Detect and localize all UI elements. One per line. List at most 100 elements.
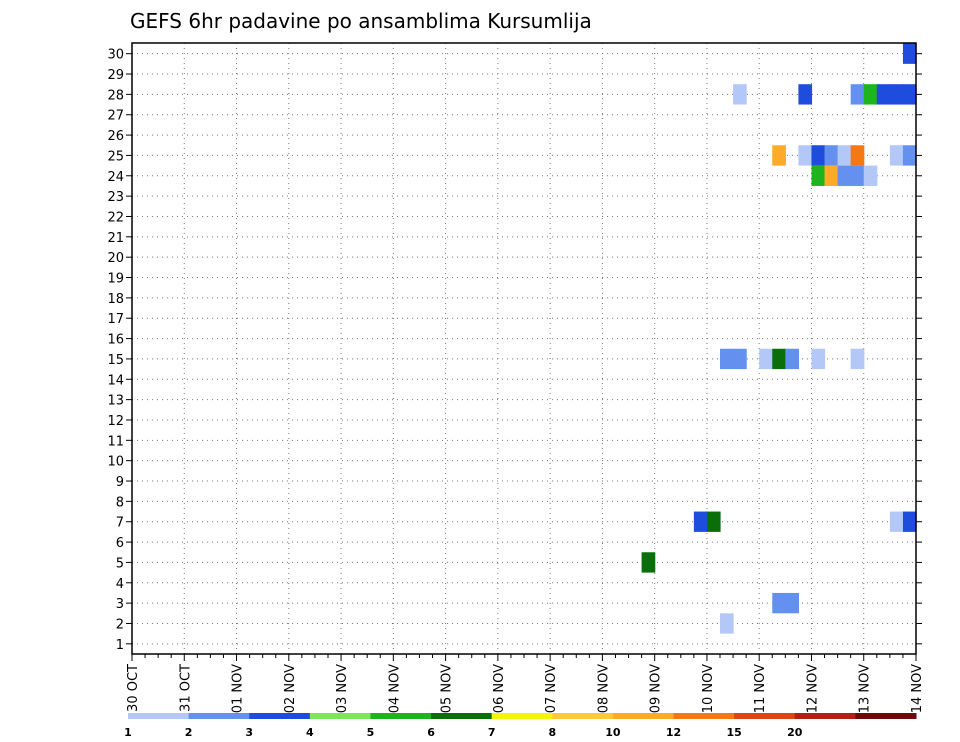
y-tick-label: 20 xyxy=(107,251,124,266)
colorbar-swatch xyxy=(370,713,432,719)
precip-cell xyxy=(720,613,734,634)
precip-cell xyxy=(772,145,786,166)
precip-cell xyxy=(876,84,891,105)
y-tick-label: 28 xyxy=(107,88,124,103)
colorbar-label: 1 xyxy=(124,726,132,739)
y-tick-label: 4 xyxy=(116,577,124,592)
y-tick-label: 8 xyxy=(116,495,124,510)
precip-cell xyxy=(850,165,865,186)
precip-cell xyxy=(798,84,813,105)
y-tick-label: 29 xyxy=(107,68,124,83)
colorbar-swatch xyxy=(431,713,493,719)
colorbar-label: 10 xyxy=(605,726,621,739)
y-tick-label: 1 xyxy=(116,638,124,653)
precip-cell xyxy=(759,348,773,370)
x-tick-label: 06 NOV xyxy=(492,664,507,713)
precip-cell xyxy=(824,165,839,186)
precip-cell xyxy=(902,84,917,105)
y-tick-label: 3 xyxy=(116,597,124,612)
x-tick-label: 30 OCT xyxy=(126,664,141,712)
precip-cell xyxy=(850,145,865,166)
precip-cell xyxy=(641,552,656,573)
precip-cell xyxy=(811,165,826,186)
y-tick-label: 11 xyxy=(107,434,124,449)
precip-cell xyxy=(798,145,813,166)
colorbar-label: 6 xyxy=(427,726,435,739)
x-tick-label: 31 OCT xyxy=(178,664,193,712)
y-tick-label: 24 xyxy=(107,170,124,185)
y-tick-label: 19 xyxy=(107,272,124,287)
precip-cell xyxy=(902,145,917,166)
y-tick-label: 15 xyxy=(107,353,124,368)
x-tick-label: 01 NOV xyxy=(231,664,246,713)
colorbar-label: 7 xyxy=(488,726,496,739)
precip-cell xyxy=(772,592,786,614)
x-tick-label: 07 NOV xyxy=(544,664,559,713)
y-tick-label: 14 xyxy=(107,373,124,388)
precip-cell xyxy=(902,43,917,64)
colorbar-swatch xyxy=(612,713,675,719)
precip-cell xyxy=(733,348,747,370)
y-tick-label: 21 xyxy=(107,231,124,246)
precip-cell xyxy=(720,348,734,370)
precip-cell xyxy=(693,511,708,532)
precip-cell xyxy=(733,84,747,105)
colorbar-label: 8 xyxy=(548,726,556,739)
x-tick-label: 14 NOV xyxy=(910,664,925,713)
colorbar-swatch xyxy=(188,713,250,719)
plot-frame xyxy=(131,42,917,655)
y-axis: 1234567891011121314151617181920212223242… xyxy=(107,48,922,653)
colorbar-swatch xyxy=(855,713,917,719)
colorbar-label: 2 xyxy=(185,726,193,739)
precip-cell xyxy=(785,348,799,370)
y-tick-label: 2 xyxy=(116,617,124,632)
x-tick-label: 02 NOV xyxy=(283,664,298,713)
x-tick-label: 08 NOV xyxy=(596,664,611,713)
x-tick-label: 04 NOV xyxy=(387,664,402,713)
colorbar-label: 12 xyxy=(666,726,681,739)
x-axis: 30 OCT 31 OCT 01 NOV 02 NOV 03 NOV 04 NOV 05 N… xyxy=(126,654,925,713)
chart-title: GEFS 6hr padavine po ansamblima Kursumli… xyxy=(130,9,592,33)
y-tick-label: 6 xyxy=(116,536,124,551)
colorbar-label: 4 xyxy=(306,726,314,739)
x-tick-label: 13 NOV xyxy=(858,664,873,713)
x-tick-label: 09 NOV xyxy=(649,664,664,713)
y-tick-label: 22 xyxy=(107,210,124,225)
y-tick-label: 18 xyxy=(107,292,124,307)
precip-cell xyxy=(811,348,826,370)
y-tick-label: 26 xyxy=(107,129,124,144)
x-tick-label: 10 NOV xyxy=(701,664,716,713)
colorbar-swatch xyxy=(491,713,553,719)
precip-cell xyxy=(811,145,826,166)
y-tick-label: 16 xyxy=(107,333,124,348)
colorbar-swatch xyxy=(552,713,614,719)
colorbar-label: 20 xyxy=(787,726,803,739)
precip-cell xyxy=(889,84,904,105)
colorbar-swatch xyxy=(249,713,311,719)
y-tick-label: 5 xyxy=(116,556,124,571)
x-tick-label: 05 NOV xyxy=(440,664,455,713)
precip-cell xyxy=(706,511,721,532)
colorbar-swatch xyxy=(309,713,371,719)
x-tick-label: 12 NOV xyxy=(805,664,820,713)
colorbar-swatch xyxy=(734,713,796,719)
precip-cell xyxy=(863,165,878,186)
colorbar: 1 2 3 4 5 6 7 8 10 12 15 20 xyxy=(124,713,917,739)
y-tick-label: 7 xyxy=(116,516,124,531)
y-tick-label: 12 xyxy=(107,414,124,429)
y-tick-label: 17 xyxy=(107,312,124,327)
precip-cell xyxy=(837,165,852,186)
x-tick-label: 11 NOV xyxy=(753,664,768,713)
y-tick-label: 27 xyxy=(107,109,124,124)
y-tick-label: 25 xyxy=(107,149,124,164)
precip-cell xyxy=(785,592,799,614)
colorbar-label: 5 xyxy=(367,726,375,739)
precip-cell xyxy=(850,348,865,370)
precip-cell xyxy=(850,84,865,105)
precip-cell xyxy=(837,145,852,166)
precip-cells xyxy=(641,43,917,634)
y-tick-label: 9 xyxy=(116,475,124,490)
colorbar-swatch xyxy=(794,713,856,719)
precip-cell xyxy=(889,511,904,532)
